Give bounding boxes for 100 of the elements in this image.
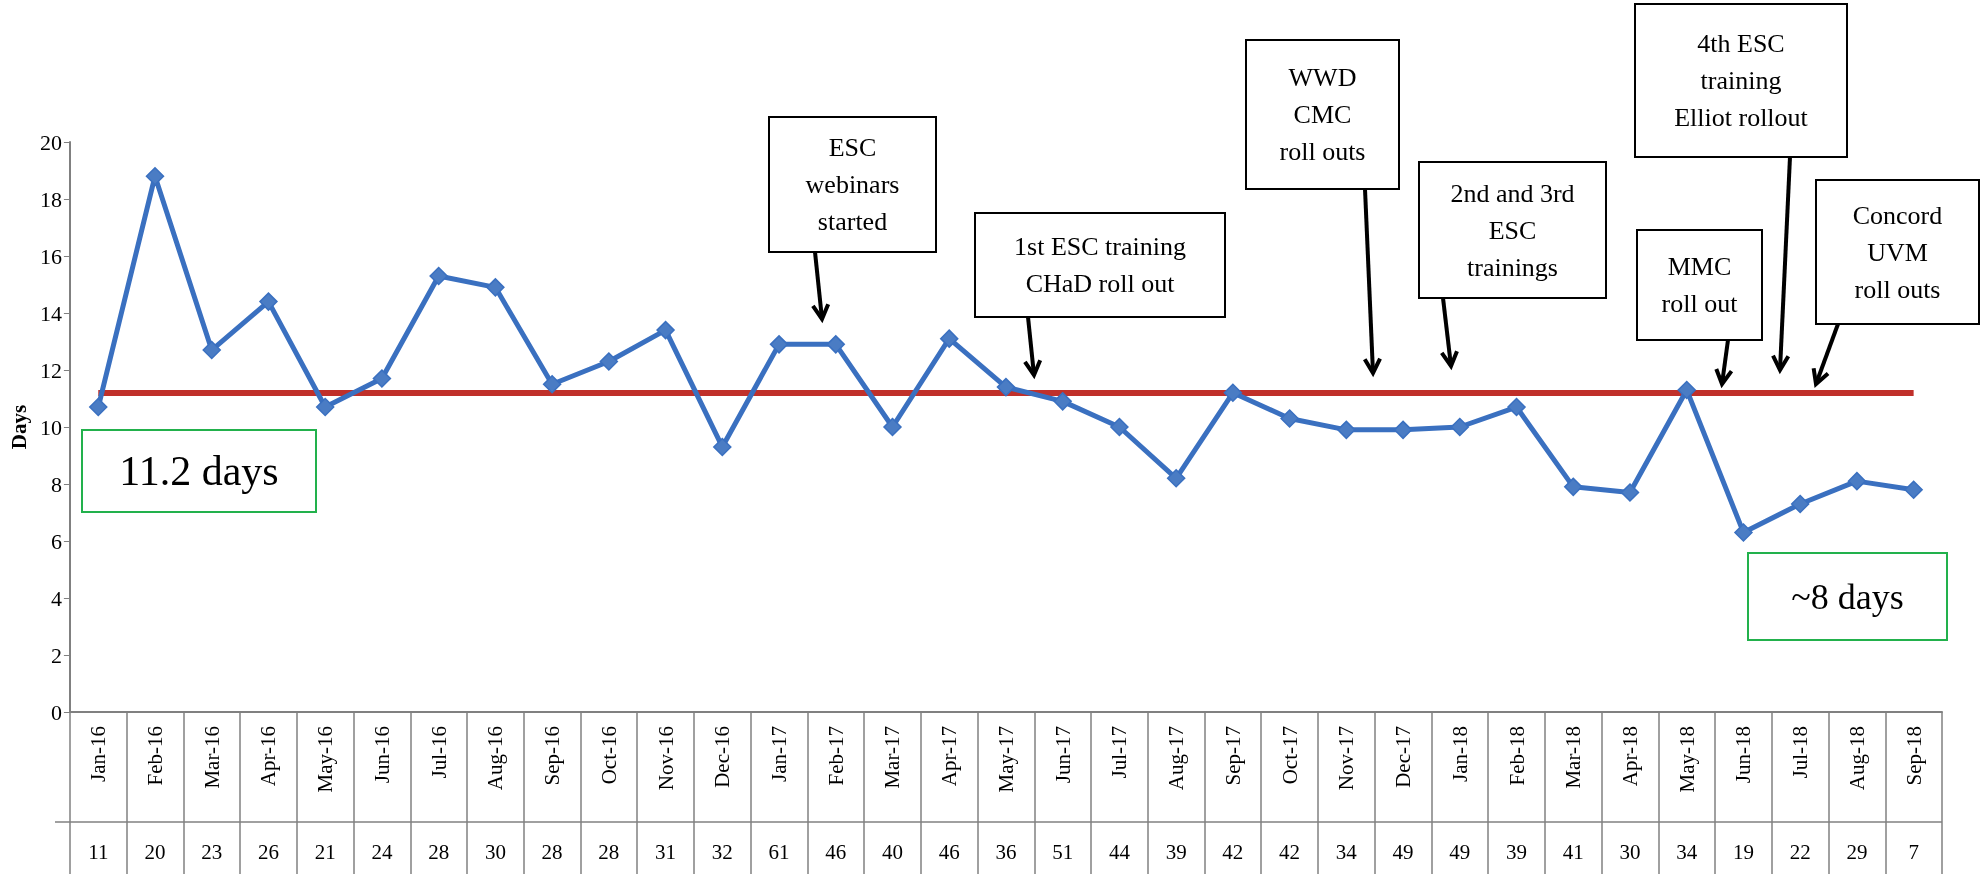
x-tick-label: Dec-17 [1391, 726, 1416, 788]
point [486, 278, 505, 297]
point [1450, 417, 1470, 437]
point [429, 266, 448, 286]
point [599, 352, 619, 371]
point [372, 369, 392, 388]
y-tick-label: 16 [39, 243, 62, 269]
text: 39 [1506, 840, 1528, 864]
annotation: 1st ESC training CHaD roll out [1014, 232, 1186, 298]
point [713, 437, 732, 457]
point [826, 335, 846, 354]
x-tick-label: Jul-18 [1788, 726, 1813, 779]
point [996, 377, 1016, 397]
y-tick-label: 20 [39, 129, 62, 155]
point [1337, 420, 1356, 440]
point [1280, 409, 1299, 428]
text: 44 [1108, 840, 1131, 864]
x-tick-label: Apr-18 [1617, 726, 1642, 787]
y-tick-label: 6 [50, 528, 62, 554]
point [1393, 420, 1413, 440]
text: 24 [371, 840, 393, 864]
x-tick-label: Mar-16 [199, 726, 224, 789]
x-tick-label: Sep-17 [1220, 726, 1245, 786]
x-tick-label: Jun-18 [1731, 726, 1756, 784]
y-tick-label: 10 [39, 414, 62, 440]
annotation: ESC webinars started [805, 133, 900, 236]
x-tick-label: May-16 [313, 726, 338, 793]
point [1166, 469, 1186, 488]
x-tick-label: Feb-17 [823, 726, 848, 786]
y-tick-label: 0 [50, 699, 62, 725]
y-tick-label: 14 [39, 300, 62, 326]
text: 28 [541, 840, 563, 864]
x-tick-label: Apr-17 [937, 726, 962, 787]
text: 32 [711, 840, 733, 864]
x-tick-label: Nov-16 [653, 726, 678, 791]
text: 34 [1335, 840, 1358, 864]
point [769, 335, 789, 354]
point [145, 166, 165, 186]
y-tick-label: 8 [50, 471, 62, 497]
text: 28 [428, 840, 450, 864]
point [1790, 494, 1810, 514]
text: 26 [257, 840, 279, 864]
y-tick-label: 2 [50, 642, 62, 668]
x-tick-label: Aug-17 [1164, 726, 1189, 791]
x-tick-label: Feb-18 [1504, 726, 1529, 786]
text: 41 [1562, 840, 1584, 864]
point [315, 397, 335, 417]
text: 61 [768, 840, 790, 864]
text: 7 [1908, 840, 1919, 864]
y-axis-title: Days [6, 404, 31, 450]
text: 30 [484, 840, 506, 864]
point [1620, 483, 1640, 502]
x-tick-label: Jun-17 [1050, 726, 1075, 784]
annotation: WWD CMC roll outs [1279, 63, 1366, 166]
point [542, 375, 562, 394]
annotation: ~8 days [1791, 576, 1904, 617]
x-tick-label: Jul-17 [1107, 726, 1132, 779]
x-tick-label: Mar-17 [880, 726, 905, 789]
text: 21 [314, 840, 336, 864]
point [1677, 380, 1696, 400]
text: 31 [655, 840, 677, 864]
x-tick-label: Jan-17 [767, 726, 792, 782]
point [1847, 471, 1867, 491]
x-tick-label: May-17 [993, 726, 1018, 793]
x-tick-label: Sep-18 [1901, 726, 1926, 786]
x-tick-label: Jan-18 [1447, 726, 1472, 782]
text: 39 [1165, 840, 1187, 864]
point [1734, 523, 1753, 542]
x-tick-label: Jan-16 [86, 726, 111, 782]
x-tick-label: Oct-17 [1277, 726, 1302, 785]
text: 30 [1619, 840, 1641, 864]
text: 29 [1846, 840, 1868, 864]
point [1110, 417, 1129, 437]
x-tick-label: Sep-16 [540, 726, 565, 786]
point [1564, 477, 1583, 497]
text: 42 [1222, 840, 1244, 864]
x-tick-label: Mar-18 [1561, 726, 1586, 789]
x-tick-label: Aug-16 [483, 726, 508, 791]
text: 4th ESC training Elliot rollout [1674, 29, 1809, 132]
text: 49 [1392, 840, 1414, 864]
y-tick-label: 18 [39, 186, 62, 212]
annotation: 2nd and 3rd ESC trainings [1450, 178, 1575, 282]
text: 11 [88, 840, 109, 864]
x-tick-label: Aug-18 [1844, 726, 1869, 791]
annotation: Concord UVM roll outs [1852, 200, 1943, 304]
x-tick-label: Apr-16 [256, 726, 281, 787]
text: 46 [938, 840, 960, 864]
text: 20 [144, 840, 166, 864]
y-tick-label: 4 [50, 585, 62, 611]
x-tick-label: Oct-16 [596, 726, 621, 785]
point [1507, 397, 1526, 417]
text: 36 [995, 840, 1017, 864]
point [1053, 392, 1072, 411]
text: 42 [1279, 840, 1301, 864]
x-tick-label: Feb-16 [143, 726, 167, 786]
text: 23 [201, 840, 223, 864]
point [656, 320, 675, 340]
text: 49 [1449, 840, 1471, 864]
point [1904, 480, 1923, 499]
text: 28 [598, 840, 620, 864]
